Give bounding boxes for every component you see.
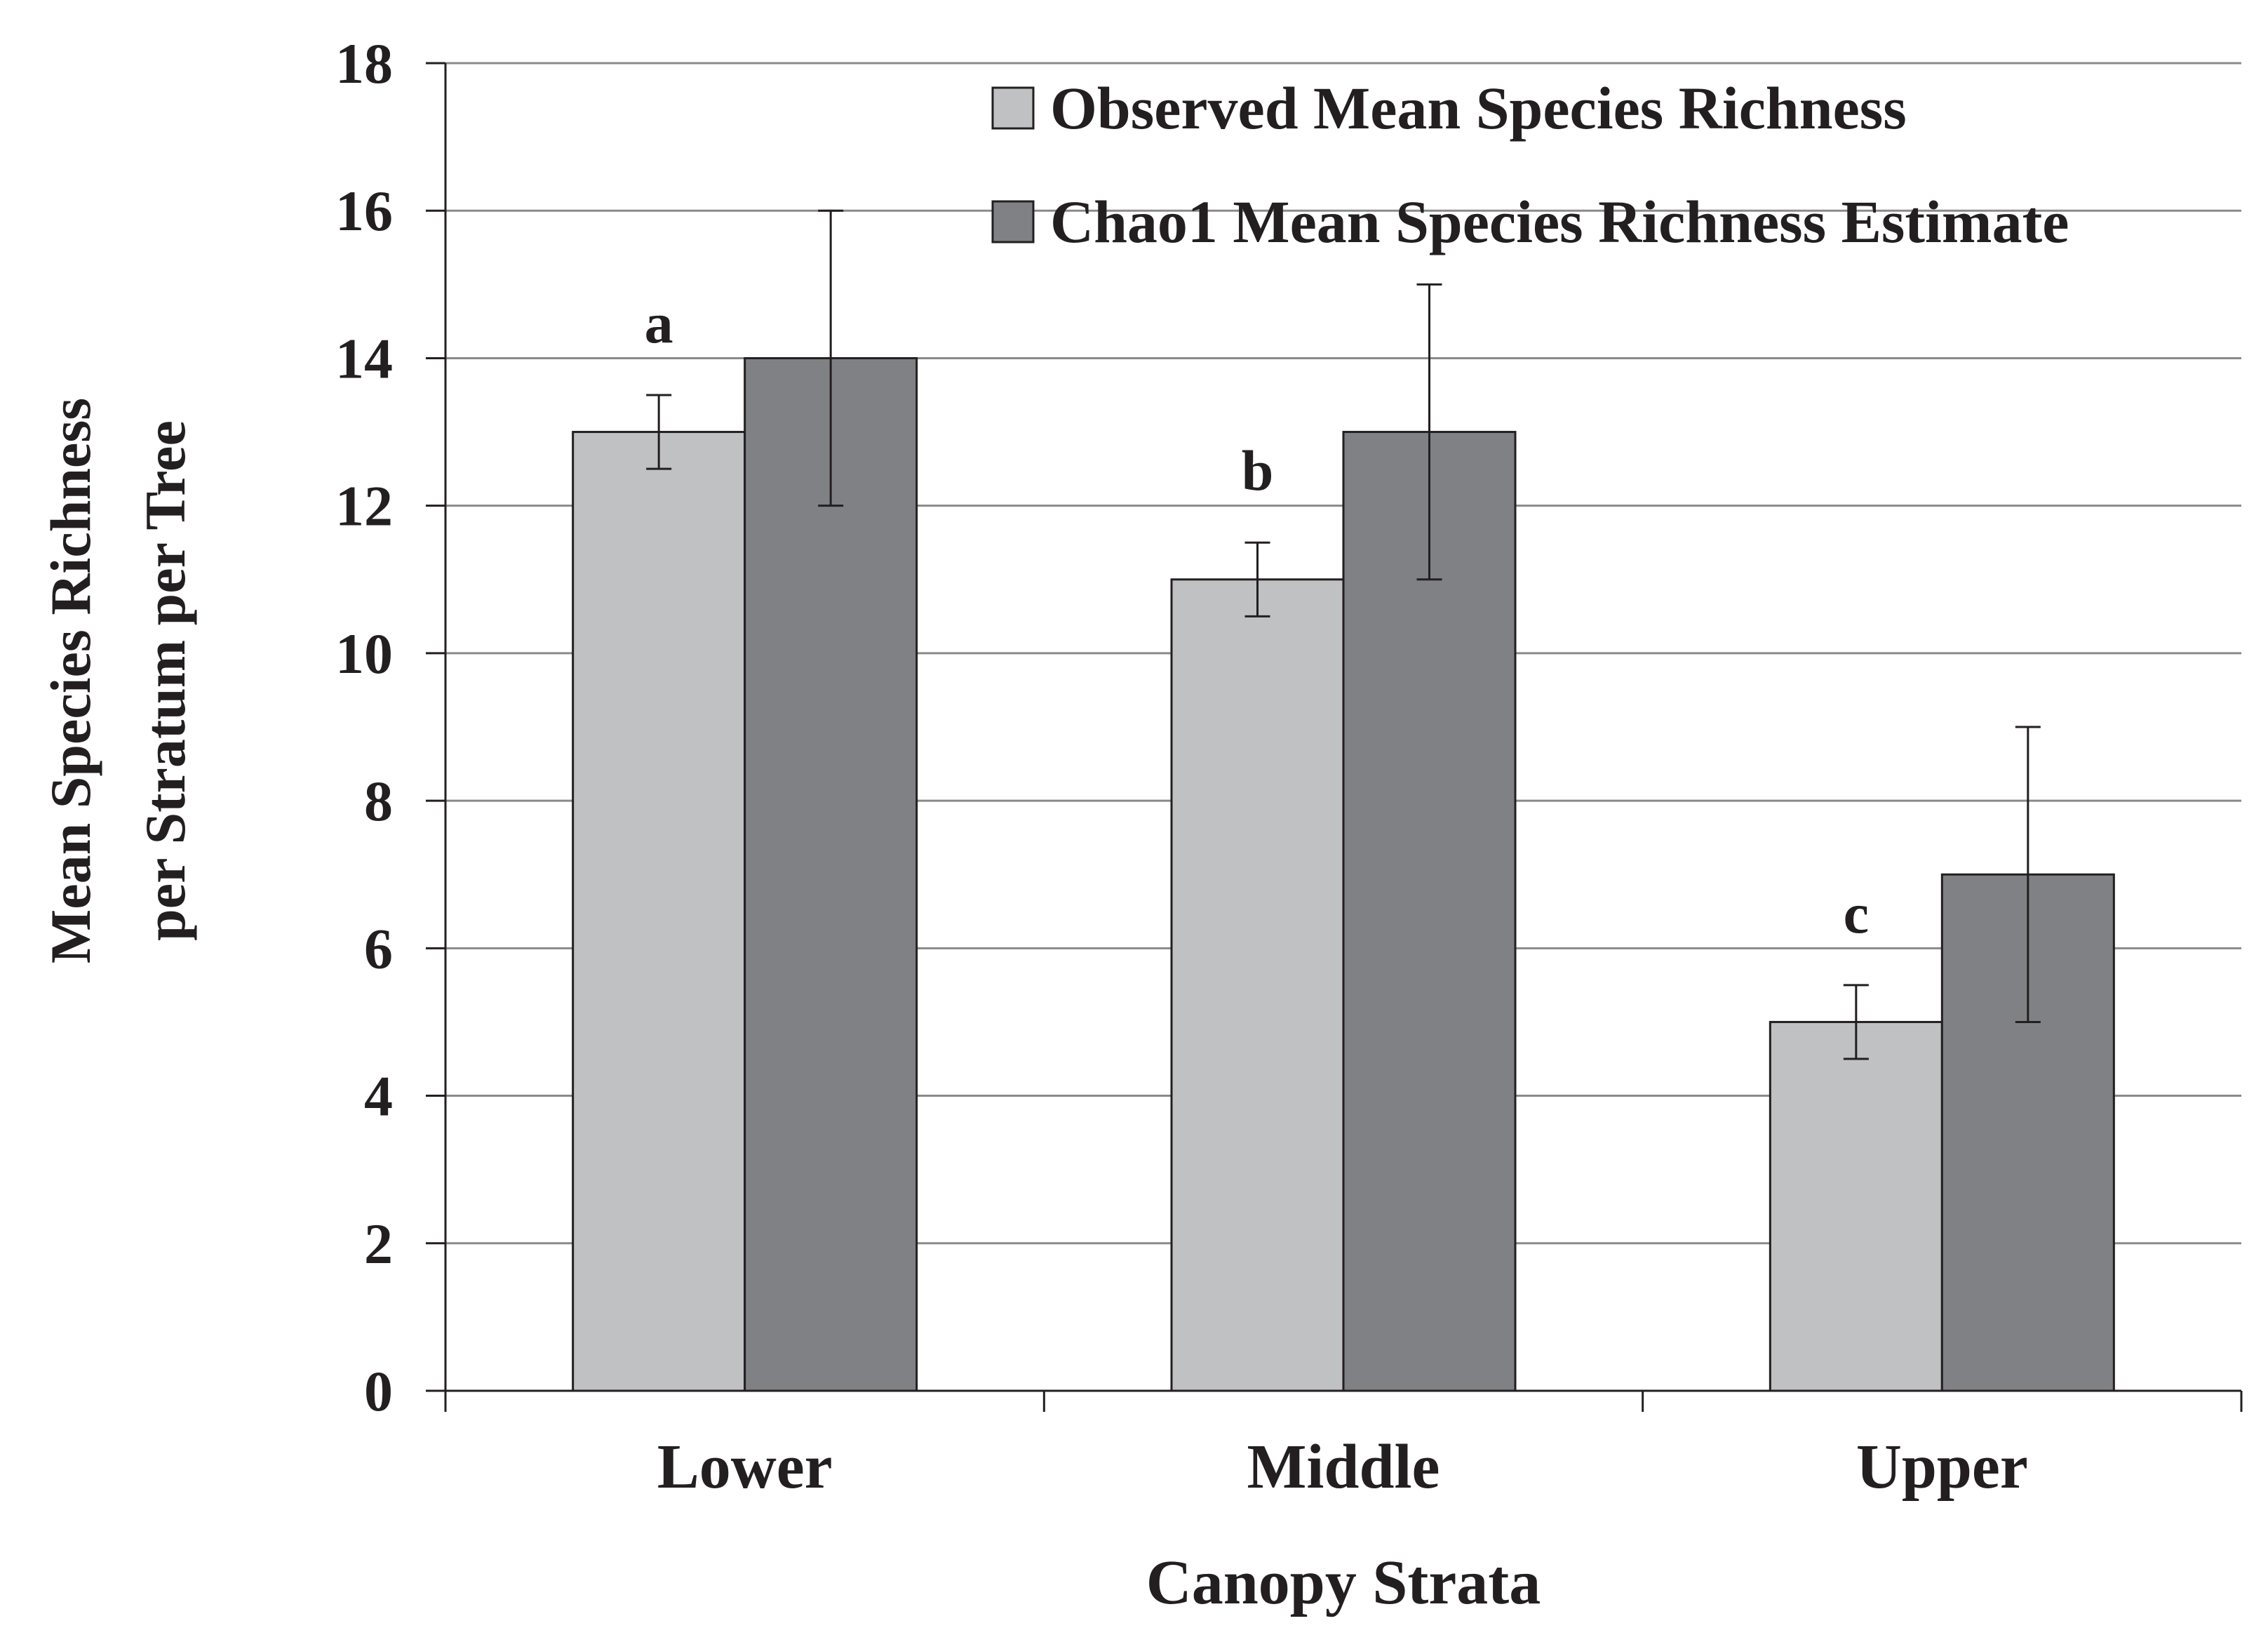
y-tick-label: 14 bbox=[335, 326, 393, 390]
legend-label: Observed Mean Species Richness bbox=[1050, 74, 1907, 142]
x-tick-label: Upper bbox=[1856, 1432, 2028, 1502]
y-tick-label: 18 bbox=[335, 32, 393, 95]
axes bbox=[426, 62, 2243, 1412]
y-tick-label: 4 bbox=[364, 1064, 393, 1128]
bar-observed-lower bbox=[572, 431, 746, 1392]
y-axis-title-line: per Stratum per Tree bbox=[133, 420, 197, 941]
significance-letter: b bbox=[1242, 439, 1274, 502]
bar-chao1-lower bbox=[744, 356, 918, 1392]
significance-letter: c bbox=[1844, 881, 1869, 945]
y-tick-label: 16 bbox=[335, 179, 393, 243]
error-bars bbox=[646, 209, 2041, 1060]
y-tick-label: 6 bbox=[364, 916, 393, 980]
y-tick-label: 2 bbox=[364, 1212, 393, 1276]
legend-swatch bbox=[991, 200, 1035, 243]
x-tick-label: Middle bbox=[1247, 1432, 1440, 1502]
x-tick-label: Lower bbox=[657, 1432, 833, 1502]
bar-observed-upper bbox=[1769, 1020, 1943, 1392]
legend-label: Chao1 Mean Species Richness Estimate bbox=[1050, 188, 2069, 255]
bar-chao1-middle bbox=[1342, 431, 1517, 1392]
bars bbox=[572, 356, 2115, 1392]
bar-observed-middle bbox=[1170, 578, 1345, 1392]
y-tick-label: 0 bbox=[364, 1359, 393, 1423]
legend: Observed Mean Species Richness Chao1 Mean… bbox=[991, 74, 2069, 255]
y-tick-label: 8 bbox=[364, 769, 393, 833]
y-axis-title: Mean Species Richness per Stratum per Tre… bbox=[39, 398, 197, 963]
labels: 0 2 4 6 8 10 12 14 16 18 a Lower b Middle c Upper Canopy… bbox=[39, 32, 2028, 1617]
significance-letter: a bbox=[645, 291, 673, 355]
y-tick-label: 10 bbox=[335, 622, 393, 686]
x-axis-title: Canopy Strata bbox=[1146, 1548, 1541, 1617]
legend-swatch bbox=[991, 86, 1035, 130]
y-tick-label: 12 bbox=[335, 474, 393, 538]
y-axis-title-line: Mean Species Richness bbox=[39, 398, 102, 963]
